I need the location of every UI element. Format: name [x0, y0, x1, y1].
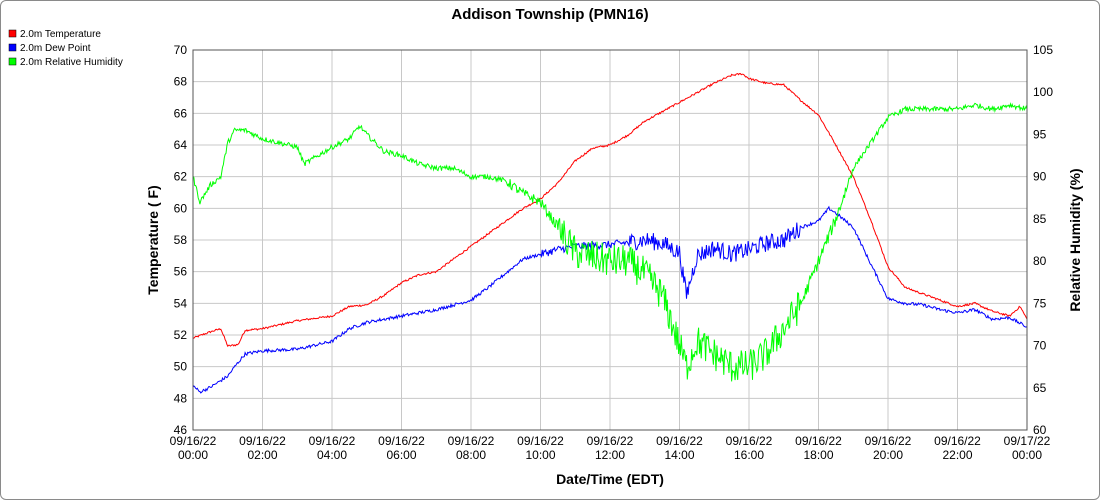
legend-label-humidity: 2.0m Relative Humidity — [20, 57, 123, 68]
y-tick-right: 80 — [1033, 254, 1047, 268]
y-tick-right: 105 — [1033, 43, 1053, 57]
y-tick-left: 66 — [174, 106, 188, 120]
x-tick-date: 09/16/22 — [309, 434, 356, 448]
x-tick-date: 09/16/22 — [726, 434, 773, 448]
y-tick-right: 75 — [1033, 296, 1047, 310]
x-tick-time: 04:00 — [317, 448, 347, 462]
y-tick-left: 46 — [174, 423, 188, 437]
x-tick-date: 09/16/22 — [656, 434, 703, 448]
legend-label-temperature: 2.0m Temperature — [20, 29, 101, 40]
x-tick-time: 10:00 — [525, 448, 555, 462]
x-tick-date: 09/16/22 — [587, 434, 634, 448]
x-tick-date: 09/16/22 — [934, 434, 981, 448]
plot-border — [192, 49, 1028, 431]
series-layer — [192, 72, 1028, 394]
chart-title: Addison Township (PMN16) — [451, 6, 648, 23]
x-tick-time: 20:00 — [873, 448, 903, 462]
y-tick-left: 68 — [174, 75, 188, 89]
y-axis-right-label: Relative Humidity (%) — [1067, 168, 1083, 311]
legend-label-dewpoint: 2.0m Dew Point — [20, 43, 91, 54]
legend-swatch-dewpoint — [8, 43, 17, 52]
y-tick-left: 48 — [174, 391, 188, 405]
y-tick-right: 100 — [1033, 85, 1053, 99]
y-tick-right: 85 — [1033, 212, 1047, 226]
legend-swatch-temperature — [8, 29, 17, 38]
x-tick-date: 09/16/22 — [170, 434, 217, 448]
x-axis-label: Date/Time (EDT) — [556, 471, 664, 487]
x-tick-time: 18:00 — [803, 448, 833, 462]
y-tick-right: 90 — [1033, 170, 1047, 184]
x-tick-time: 00:00 — [178, 448, 208, 462]
y-tick-left: 62 — [174, 170, 188, 184]
x-tick-time: 16:00 — [734, 448, 764, 462]
legend: 2.0m Temperature 2.0m Dew Point 2.0m Rel… — [8, 29, 123, 68]
y-tick-left: 50 — [174, 360, 188, 374]
y-tick-left: 58 — [174, 233, 188, 247]
x-tick-time: 06:00 — [386, 448, 416, 462]
y-tick-right: 65 — [1033, 381, 1047, 395]
y-tick-left: 56 — [174, 265, 188, 279]
x-tick-time: 02:00 — [247, 448, 277, 462]
x-tick-time: 22:00 — [942, 448, 972, 462]
y-tick-left: 52 — [174, 328, 188, 342]
y-tick-right: 60 — [1033, 423, 1047, 437]
x-tick-date: 09/16/22 — [517, 434, 564, 448]
grid — [192, 49, 1028, 431]
y-axis-left-label: Temperature ( F) — [145, 185, 161, 294]
x-tick-date: 09/16/22 — [239, 434, 286, 448]
x-tick-date: 09/17/22 — [1004, 434, 1051, 448]
y-tick-left: 64 — [174, 138, 188, 152]
series-line-2-0m-dew-point — [192, 205, 1028, 394]
y-tick-left: 54 — [174, 296, 188, 310]
y-tick-right: 95 — [1033, 127, 1047, 141]
series-line-2-0m-relative-humidity — [192, 101, 1028, 382]
x-tick-time: 12:00 — [595, 448, 625, 462]
legend-swatch-humidity — [8, 57, 17, 66]
tick-labels: 46 48 50 52 54 56 58 60 62 64 66 68 70 60 65 70 75 80 85 90… — [170, 43, 1054, 462]
x-tick-date: 09/16/22 — [795, 434, 842, 448]
x-tick-date: 09/16/22 — [378, 434, 425, 448]
y-tick-right: 70 — [1033, 339, 1047, 353]
series-line-2-0m-temperature — [192, 72, 1028, 348]
x-tick-time: 14:00 — [664, 448, 694, 462]
x-tick-date: 09/16/22 — [865, 434, 912, 448]
x-tick-date: 09/16/22 — [448, 434, 495, 448]
x-tick-time: 08:00 — [456, 448, 486, 462]
y-tick-left: 70 — [174, 43, 188, 57]
y-tick-left: 60 — [174, 201, 188, 215]
x-tick-time: 00:00 — [1012, 448, 1042, 462]
